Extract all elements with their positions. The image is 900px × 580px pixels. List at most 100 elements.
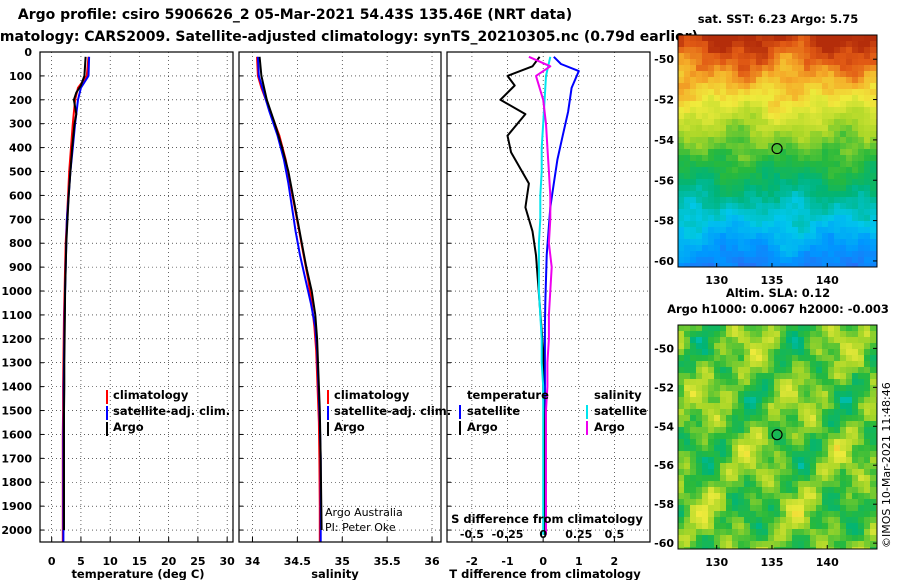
map-cell [726,263,733,267]
map-cell [846,155,853,162]
map-cell [726,469,733,476]
map-cell [804,469,811,476]
map-cell [798,35,805,42]
map-cell [702,197,709,204]
map-cell [810,101,817,108]
map-cell [756,173,763,180]
map-cell [810,83,817,90]
map-cell [834,331,841,338]
map-cell [792,337,799,344]
map-cell [810,487,817,494]
map-cell [822,101,829,108]
map-cell [816,179,823,186]
map-cell [852,173,859,180]
map-cell [852,343,859,350]
map-cell [840,227,847,234]
map-cell [852,325,859,332]
map-cell [744,89,751,96]
map-cell [816,65,823,72]
map-cell [696,143,703,150]
map-cell [804,179,811,186]
map-cell [720,427,727,434]
map-cell [870,245,877,252]
map-cell [774,155,781,162]
map-cell [756,239,763,246]
map-cell [756,409,763,416]
map-cell [834,373,841,380]
map-cell [852,89,859,96]
map-cell [750,41,757,48]
map-cell [726,511,733,518]
map-cell [678,83,685,90]
map-cell [738,547,745,549]
map-cell [816,391,823,398]
map-cell [780,379,787,386]
map-cell [810,209,817,216]
map-cell [816,415,823,422]
map-cell [678,221,685,228]
map-cell [798,161,805,168]
map-cell [762,203,769,210]
map-cell [852,451,859,458]
map-cell [858,481,865,488]
map-cell [696,325,703,332]
map-cell [870,125,877,132]
map-cell [684,239,691,246]
map-cell [792,125,799,132]
map-cell [792,529,799,536]
map-cell [840,221,847,228]
map-cell [726,445,733,452]
map-cell [738,215,745,222]
map-cell [870,535,877,542]
map-cell [678,191,685,198]
map-cell [852,397,859,404]
map-cell [864,143,871,150]
map-cell [768,343,775,350]
map-cell [840,149,847,156]
map-cell [792,523,799,530]
map-cell [714,505,721,512]
map-cell [744,251,751,258]
map-cell [780,487,787,494]
map-cell [792,421,799,428]
map-cell [744,517,751,524]
map-cell [726,155,733,162]
map-cell [696,113,703,120]
map-cell [798,505,805,512]
map-cell [798,325,805,332]
map-cell [744,83,751,90]
map-cell [762,167,769,174]
map-cell [858,161,865,168]
map-cell [804,397,811,404]
map-cell [846,251,853,258]
map-cell [792,215,799,222]
map-cell [708,355,715,362]
map-cell [786,421,793,428]
map-cell [816,197,823,204]
map-cell [726,487,733,494]
map-cell [744,107,751,114]
map-cell [702,481,709,488]
map-cell [786,167,793,174]
map-cell [774,361,781,368]
map-cell [846,227,853,234]
map-cell [768,263,775,267]
map-cell [810,71,817,78]
map-cell [810,433,817,440]
map-cell [870,47,877,54]
map-cell [756,481,763,488]
map-cell [708,227,715,234]
map-cell [726,463,733,470]
map-cell [822,53,829,60]
map-cell [786,65,793,72]
map-cell [702,65,709,72]
map-cell [762,379,769,386]
map-cell [780,325,787,332]
map-cell [732,185,739,192]
map-cell [816,439,823,446]
map-cell [690,475,697,482]
map-cell [858,427,865,434]
map-cell [780,481,787,488]
map-cell [708,53,715,60]
map-cell [756,487,763,494]
